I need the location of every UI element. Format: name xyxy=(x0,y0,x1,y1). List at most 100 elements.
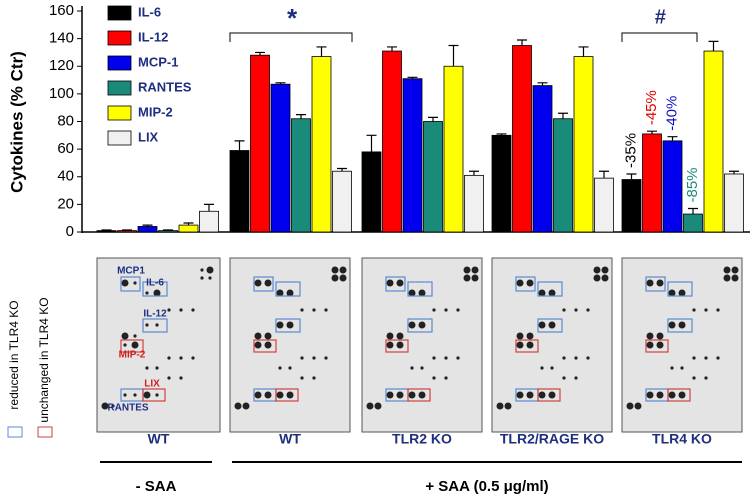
legend-swatch xyxy=(107,30,132,46)
error-bar xyxy=(296,113,306,119)
blot-spot xyxy=(548,321,556,329)
bar xyxy=(137,226,158,233)
blot-spot xyxy=(463,266,471,274)
error-bar xyxy=(517,39,527,46)
blot-spot xyxy=(324,308,328,312)
x-tick-label: WT xyxy=(279,431,301,447)
y-tick-label: 100 xyxy=(49,85,74,102)
error-bar xyxy=(647,130,657,134)
blot-spot xyxy=(548,289,556,297)
error-bar xyxy=(366,134,377,152)
blot-spot xyxy=(143,391,151,399)
blot-spot xyxy=(716,356,720,360)
bar xyxy=(703,50,724,233)
blot-spot xyxy=(206,266,214,274)
blot-spot xyxy=(254,391,262,399)
bar xyxy=(199,210,219,233)
blot-spot xyxy=(167,308,171,312)
blot-box xyxy=(645,276,666,292)
blot-spot xyxy=(562,356,566,360)
error-bar xyxy=(183,222,194,226)
blot-spot xyxy=(723,266,731,274)
blot-spot xyxy=(548,391,556,399)
blot-spot xyxy=(723,274,731,282)
blot-spot xyxy=(366,402,374,410)
blot-box xyxy=(142,388,166,402)
error-bar xyxy=(708,40,719,52)
error-bar xyxy=(558,112,568,119)
blot-spot xyxy=(656,332,664,340)
blot-spot xyxy=(121,332,129,340)
bar xyxy=(291,118,311,233)
bar xyxy=(178,224,199,233)
blot-spot xyxy=(668,289,676,297)
blot-spot xyxy=(496,402,504,410)
significance-mark: * xyxy=(286,3,298,33)
blot-spot xyxy=(668,321,676,329)
error-bar xyxy=(729,170,739,174)
y-axis-label: Cytokines (% Ctr) xyxy=(7,51,26,193)
blot-spot xyxy=(374,402,382,410)
blot-spot xyxy=(574,356,578,360)
blot-spot xyxy=(471,274,479,282)
blot-spot xyxy=(331,266,339,274)
blot-spot xyxy=(264,279,272,287)
blot-spot xyxy=(396,391,404,399)
blot-spot xyxy=(386,391,394,399)
blot-spot xyxy=(432,376,436,380)
bar xyxy=(423,121,443,233)
blot-spot xyxy=(254,341,262,349)
blot-spot xyxy=(410,366,414,370)
x-tick-label: TLR4 KO xyxy=(652,431,712,447)
blot-spot xyxy=(420,366,424,370)
blot-spot xyxy=(300,376,304,380)
blot-box xyxy=(537,281,563,297)
blot-box xyxy=(537,388,561,402)
blot-spot xyxy=(692,356,696,360)
blot-spot xyxy=(716,308,720,312)
blot-spot xyxy=(167,356,171,360)
blot-box xyxy=(537,318,563,333)
blot-box xyxy=(667,318,693,333)
error-bar xyxy=(101,229,112,231)
bar xyxy=(96,230,117,233)
legend-swatch xyxy=(107,105,132,121)
blot-spot xyxy=(408,391,416,399)
blot-spot xyxy=(634,402,642,410)
error-bar xyxy=(234,140,245,151)
blot-box xyxy=(385,339,409,353)
blot-spot xyxy=(432,356,436,360)
blot-spot xyxy=(300,356,304,360)
blot-spot xyxy=(418,321,426,329)
blot-spot xyxy=(444,308,448,312)
blot-spot xyxy=(286,391,294,399)
blot-spot xyxy=(254,279,262,287)
blot-spot xyxy=(444,376,448,380)
y-tick-label: 160 xyxy=(49,2,74,19)
blot-box xyxy=(407,318,433,333)
blot-spot xyxy=(396,279,404,287)
blot-spot xyxy=(586,356,590,360)
bar xyxy=(573,56,594,233)
blot-spot xyxy=(418,391,426,399)
legend-label: IL-6 xyxy=(138,4,161,19)
percent-change: -40% xyxy=(663,96,680,131)
blot-spot xyxy=(562,308,566,312)
bracket xyxy=(621,32,698,42)
error-bar xyxy=(122,229,132,231)
blot-spot xyxy=(601,266,609,274)
bar xyxy=(311,56,332,233)
blot-spot xyxy=(526,332,534,340)
bar xyxy=(512,45,532,233)
blot-box xyxy=(275,281,301,297)
blot-spot xyxy=(111,404,115,408)
bar xyxy=(532,85,553,233)
blot-spot xyxy=(456,356,460,360)
blot-spot xyxy=(526,391,534,399)
blot-spot xyxy=(133,281,137,285)
x-tick-label: WT xyxy=(148,431,170,447)
blot-spot xyxy=(133,393,137,397)
blot-spot xyxy=(516,279,524,287)
blot-spot xyxy=(516,341,524,349)
legend-box-blue xyxy=(7,426,23,438)
